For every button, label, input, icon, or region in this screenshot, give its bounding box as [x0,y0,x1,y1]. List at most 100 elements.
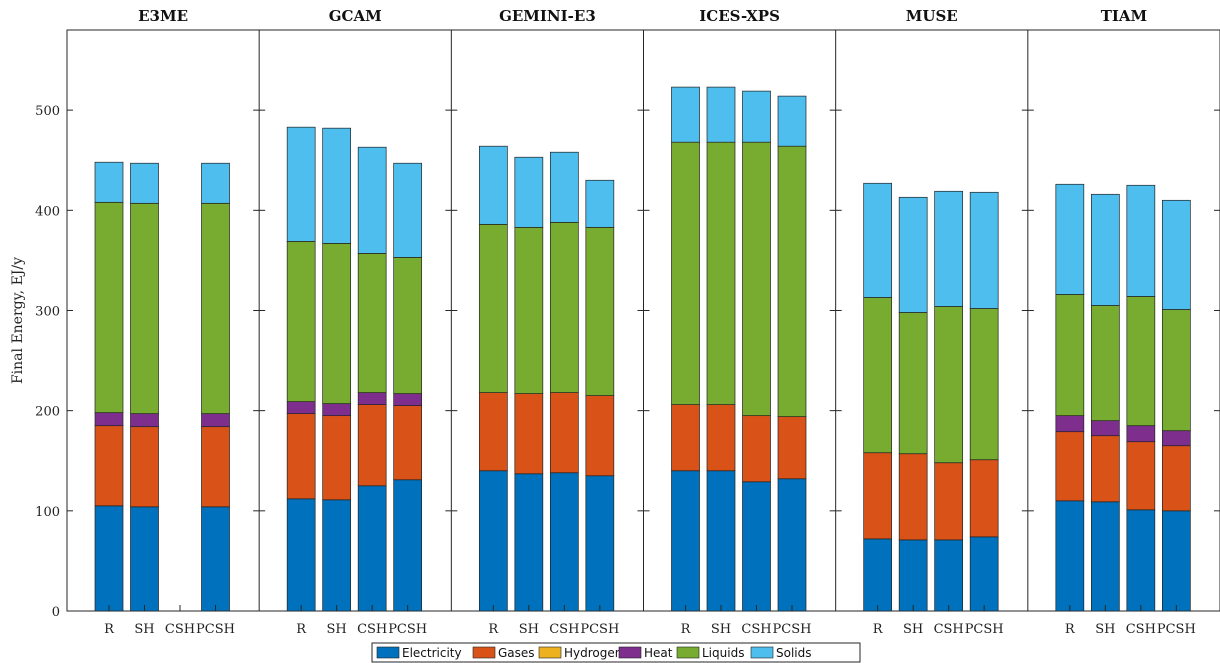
x-axis: R SH CSH PCSH R SH CSH PCSH R SH CSH PCSH R SH CSH PCSH… [104,605,1196,637]
x-tick-label: CSH [741,622,771,637]
bar-segment [514,473,544,612]
bar-segment [1126,509,1156,612]
bar-segment [777,416,807,480]
bar-segment [585,475,615,612]
bar-segment [393,162,423,258]
x-tick-label: PCSH [1157,622,1196,637]
x-tick-label: R [104,622,115,637]
x-tick-label: CSH [934,622,964,637]
legend-swatch [376,646,400,659]
bar-segment [898,453,928,541]
bars [94,86,1191,612]
bar-segment [286,401,316,415]
bar-segment [322,243,352,404]
bar-segment [1090,435,1120,503]
bar-segment [1161,430,1191,447]
bar-segment [671,141,700,405]
bar-segment [514,156,544,228]
bar-segment [1090,305,1120,422]
bar-segment [201,162,230,204]
bar-segment [514,226,544,394]
bar-segment [1161,309,1191,432]
bar-segment [863,182,893,298]
bar-segment [478,392,508,472]
legend-swatch [750,646,774,659]
bar-segment [1055,294,1085,417]
bar-segment [94,412,124,427]
bar-segment [130,506,159,612]
legend-label: Solids [776,646,812,660]
bar-segment [549,392,579,474]
bar-segment [863,297,893,454]
bar-segment [286,413,316,500]
bar-segment [393,393,423,406]
bar-segment [393,479,423,612]
bar-segment [201,202,230,415]
bar-segment [322,499,352,612]
bar-segment [1055,415,1085,433]
bar-segment [1090,193,1120,306]
bar-segment [706,404,736,472]
bar-segment [130,413,159,428]
bar-segment [863,452,893,540]
bar-segment [286,241,316,402]
bar-segment [286,498,316,612]
bar-segment [130,426,159,508]
bar-segment [706,470,736,612]
bar-segment [478,145,508,225]
bar-segment [671,86,700,143]
x-tick-label: R [1065,622,1076,637]
panel-title: GEMINI-E3 [499,7,596,25]
bar-segment [1161,510,1191,612]
legend-swatch [618,646,642,659]
bar-segment [286,126,316,242]
x-tick-label: CSH [165,622,195,637]
legend-swatch [676,646,700,659]
bar-segment [777,95,807,147]
bar-segment [969,536,999,612]
bar-segment [934,462,964,541]
x-tick-label: R [873,622,884,637]
bar-segment [357,485,387,612]
bar-segment [201,413,230,428]
bar-segment [478,470,508,612]
bar-segment [742,90,771,143]
bar-segment [1090,420,1120,437]
bar-segment [777,478,807,612]
bar-segment [898,312,928,455]
legend: Electricity Gases Hydrogen Heat Liquids Solid… [371,642,861,663]
bar-segment [1126,184,1156,297]
y-tick-label: 500 [35,104,60,119]
panel-titles: E3ME GCAM GEMINI-E3 ICES-XPS MUSE TIAM [138,7,1147,25]
x-tick-label: CSH [549,622,579,637]
panel-dividers [253,30,1220,612]
legend-label: Gases [498,646,535,660]
bar-segment [478,223,508,393]
legend-label: Hydrogen [564,646,622,660]
bar-segment [671,404,700,472]
x-tick-label: R [681,622,692,637]
y-tick-label: 200 [35,405,60,420]
bar-segment [1126,441,1156,511]
bar-segment [742,141,771,417]
x-tick-label: R [296,622,307,637]
bar-segment [934,539,964,612]
bar-segment [94,425,124,507]
bar-segment [94,201,124,414]
x-tick-label: CSH [357,622,387,637]
legend-swatch [538,646,562,659]
x-tick-label: PCSH [965,622,1004,637]
bar-segment [969,191,999,309]
bar-segment [934,190,964,307]
legend-swatch [472,646,496,659]
bar-segment [130,162,159,204]
bar-segment [1055,183,1085,295]
x-tick-label: SH [134,622,154,637]
bar-segment [585,226,615,396]
x-tick-label: PCSH [580,622,619,637]
bar-segment [130,202,159,415]
bar-segment [585,179,615,228]
bar-segment [777,145,807,418]
bar-segment [393,257,423,394]
